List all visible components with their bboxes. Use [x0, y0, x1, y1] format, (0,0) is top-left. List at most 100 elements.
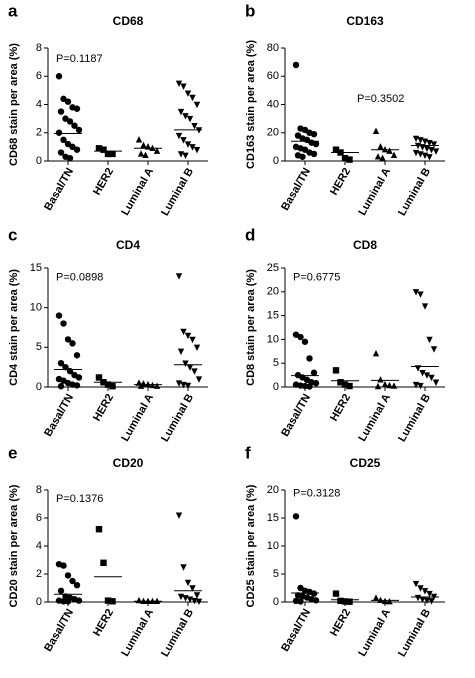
data-point: [374, 153, 382, 160]
x-tick-label: Luminal A: [356, 607, 393, 659]
data-point: [109, 598, 116, 605]
data-point: [153, 382, 161, 389]
data-point: [312, 379, 320, 387]
data-point: [180, 83, 187, 90]
data-point: [153, 147, 161, 154]
data-point: [180, 381, 187, 389]
x-tick-label: Basal/TN: [279, 607, 313, 654]
data-point: [426, 336, 433, 344]
data-point: [57, 108, 65, 115]
data-point: [426, 590, 433, 598]
data-point: [191, 597, 198, 605]
data-point: [414, 594, 422, 602]
panel-letter: d: [245, 225, 255, 244]
data-point: [310, 130, 318, 138]
y-tick-label: 15: [30, 262, 42, 274]
y-tick-label: 0: [36, 155, 42, 167]
data-point: [66, 118, 74, 125]
data-point: [193, 147, 201, 154]
data-point: [60, 598, 67, 605]
data-point: [57, 383, 65, 390]
data-point: [346, 382, 353, 390]
data-point: [64, 336, 72, 343]
data-point: [412, 580, 420, 588]
y-tick-label: 15: [267, 310, 279, 322]
data-point: [377, 143, 384, 150]
data-point: [184, 332, 192, 340]
y-tick-label: 5: [273, 568, 279, 580]
data-point: [428, 598, 435, 605]
y-tick-label: 20: [267, 484, 279, 496]
x-tick-label: Luminal B: [396, 607, 433, 659]
data-point: [346, 156, 353, 163]
data-point: [193, 101, 201, 109]
data-point: [292, 513, 300, 520]
y-tick-label: 15: [267, 512, 279, 524]
p-value: P=0.1187: [56, 53, 103, 65]
x-tick-label: Luminal A: [356, 392, 393, 444]
y-tick-label: 20: [267, 127, 279, 139]
data-point: [191, 368, 198, 375]
x-tick-label: Luminal A: [356, 166, 393, 218]
data-point: [332, 146, 340, 153]
data-point: [182, 360, 189, 367]
panel-title: CD20: [113, 456, 144, 470]
data-point: [417, 585, 424, 592]
data-point: [69, 340, 76, 347]
data-point: [175, 273, 183, 280]
data-point: [417, 291, 424, 298]
data-point: [337, 597, 344, 605]
panel-letter: c: [8, 225, 17, 244]
y-tick-label: 0: [273, 155, 279, 167]
p-value: P=0.3128: [293, 487, 340, 499]
panel-letter: b: [245, 1, 255, 20]
data-point: [69, 577, 76, 585]
data-point: [184, 579, 192, 587]
data-point: [182, 152, 189, 160]
data-point: [193, 592, 201, 599]
data-point: [100, 146, 107, 153]
data-point: [73, 146, 81, 153]
x-tick-label: Luminal B: [159, 166, 196, 218]
y-tick-label: 10: [267, 540, 279, 552]
data-point: [379, 154, 386, 161]
data-point: [186, 115, 194, 123]
data-point: [428, 374, 435, 382]
data-point: [104, 381, 112, 388]
data-point: [346, 598, 353, 605]
data-point: [432, 379, 440, 386]
data-point: [310, 369, 318, 376]
data-point: [57, 587, 65, 594]
data-point: [180, 328, 187, 336]
data-point: [299, 153, 306, 160]
y-tick-label: 5: [36, 341, 42, 353]
data-point: [135, 136, 143, 143]
x-tick-label: HER2: [328, 166, 353, 197]
data-point: [100, 559, 107, 566]
data-point: [312, 597, 320, 604]
data-point: [390, 382, 398, 389]
data-point: [417, 382, 424, 390]
data-point: [337, 379, 344, 386]
data-point: [386, 381, 393, 389]
x-tick-label: Basal/TN: [279, 166, 313, 213]
y-tick-label: 8: [36, 484, 42, 496]
y-axis-label: CD20 stain per area (%): [8, 484, 20, 607]
data-point: [372, 594, 380, 601]
x-tick-label: Luminal B: [159, 392, 196, 444]
y-tick-label: 5: [273, 357, 279, 369]
y-tick-label: 6: [36, 70, 42, 82]
data-point: [64, 98, 72, 105]
y-tick-label: 4: [36, 540, 42, 552]
y-axis-label: CD163 stain per area (%): [245, 40, 257, 169]
y-tick-label: 8: [36, 42, 42, 54]
x-tick-label: Luminal B: [396, 392, 433, 444]
y-tick-label: 2: [36, 568, 42, 580]
y-tick-label: 80: [267, 42, 279, 54]
data-point: [73, 352, 81, 359]
data-point: [142, 151, 149, 159]
data-point: [186, 364, 194, 371]
panel-letter: a: [8, 1, 18, 20]
data-point: [137, 150, 145, 157]
